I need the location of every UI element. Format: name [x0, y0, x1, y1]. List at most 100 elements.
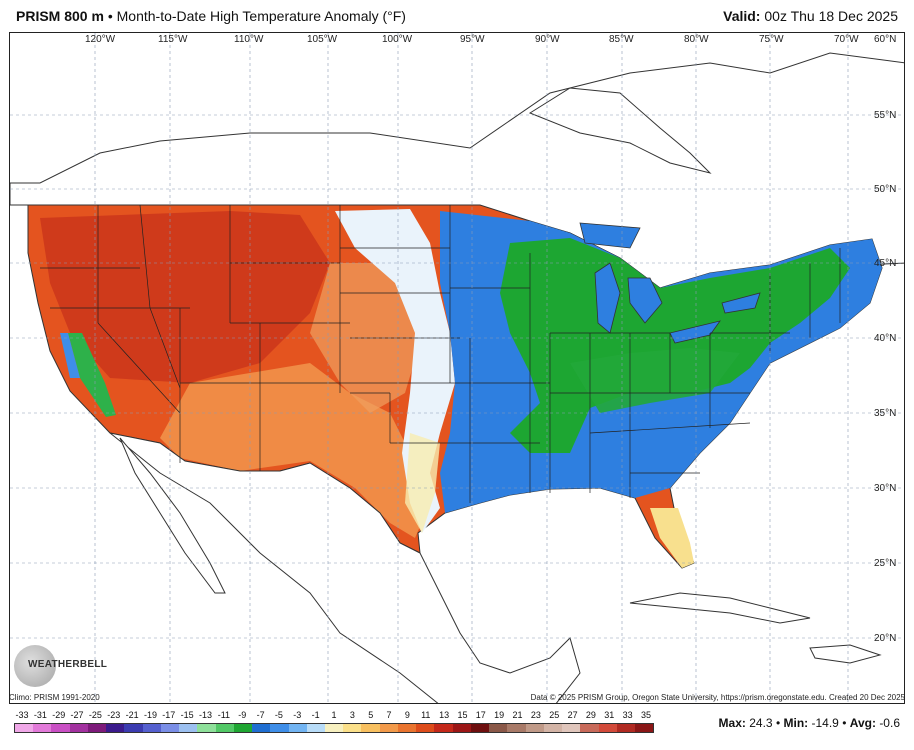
lat-label-35n: 35°N: [874, 408, 896, 419]
lat-label-55n: 55°N: [874, 110, 896, 121]
legend-swatch: [306, 724, 325, 732]
legend-swatch: [470, 724, 490, 732]
legend-swatch: [106, 724, 125, 732]
anomaly-map[interactable]: 120°W 115°W 110°W 105°W 100°W 95°W 90°W …: [10, 33, 905, 704]
legend-swatch: [634, 724, 654, 732]
legend-swatch: [252, 724, 271, 732]
legend-tick-label: -13: [199, 710, 213, 720]
legend-tick-label: -3: [293, 710, 302, 720]
legend-swatch: [51, 724, 70, 732]
legend-swatch: [15, 724, 34, 732]
legend-tick-label: -21: [125, 710, 139, 720]
data-credit: Data © 2025 PRISM Group, Oregon State Un…: [530, 693, 905, 702]
legend-swatch: [507, 724, 526, 732]
map-panel[interactable]: 120°W 115°W 110°W 105°W 100°W 95°W 90°W …: [9, 32, 905, 704]
legend-tick-label: 1: [331, 710, 337, 720]
legend-swatch: [543, 724, 563, 732]
legend-tick-label: -19: [143, 710, 157, 720]
legend-swatch: [179, 724, 198, 732]
legend-tick-label: 13: [439, 710, 450, 720]
legend-swatch: [489, 724, 508, 732]
lon-label-80w: 80°W: [684, 34, 709, 45]
logo-text: WEATHERBELL: [28, 659, 108, 670]
lat-label-25n: 25°N: [874, 558, 896, 569]
lat-label-40n: 40°N: [874, 333, 896, 344]
legend-tick-label: -11: [217, 710, 231, 720]
lon-label-120w: 120°W: [85, 34, 116, 45]
legend-color-bar: [14, 723, 654, 733]
legend-swatch: [361, 724, 380, 732]
legend-swatch: [324, 724, 344, 732]
lon-label-85w: 85°W: [609, 34, 634, 45]
legend-swatch: [452, 724, 471, 732]
avg-label: Avg:: [849, 716, 876, 730]
lon-label-75w: 75°W: [759, 34, 784, 45]
legend-swatch: [87, 724, 107, 732]
lon-label-90w: 90°W: [535, 34, 560, 45]
weatherbell-logo: WEATHERBELL: [14, 645, 107, 689]
lat-label-45n: 45°N: [874, 258, 896, 269]
legend-tick-label: -1: [311, 710, 320, 720]
legend-tick-label: 33: [622, 710, 633, 720]
lat-label-30n: 30°N: [874, 483, 896, 494]
stats-sep-2: •: [842, 716, 847, 730]
climo-credit: Climo: PRISM 1991-2020: [9, 693, 100, 702]
avg-value: -0.6: [879, 716, 900, 730]
valid-time: 00z Thu 18 Dec 2025: [764, 8, 898, 24]
lon-label-115w: 115°W: [158, 34, 188, 45]
lat-label-20n: 20°N: [874, 633, 896, 644]
stats-sep-1: •: [775, 716, 781, 730]
map-header: PRISM 800 m • Month-to-Date High Tempera…: [0, 0, 914, 32]
legend-tick-label: -23: [107, 710, 121, 720]
legend-tick-label: 27: [567, 710, 578, 720]
legend-tick-label: -27: [70, 710, 84, 720]
min-label: Min:: [783, 716, 809, 730]
max-value: 24.3: [749, 716, 773, 730]
valid-label: Valid:: [723, 8, 761, 24]
legend-swatch: [124, 724, 143, 732]
lon-label-70w: 70°W: [834, 34, 859, 45]
legend-swatch: [525, 724, 544, 732]
title-group: PRISM 800 m • Month-to-Date High Tempera…: [16, 8, 406, 24]
legend-tick-label: 23: [530, 710, 541, 720]
legend-tick-label: -29: [52, 710, 66, 720]
title-separator: •: [107, 8, 113, 24]
legend-swatch: [343, 724, 362, 732]
legend-tick-label: 5: [368, 710, 374, 720]
product-name: PRISM 800 m: [16, 8, 104, 24]
lon-label-95w: 95°W: [460, 34, 485, 45]
legend-tick-labels: -33 -31 -29 -27 -25 -23 -21 -19 -17 -15 -13 -11 -9 -7…: [14, 710, 654, 722]
lat-label-60n: 60°N: [874, 34, 896, 45]
legend-swatch: [598, 724, 617, 732]
lon-label-105w: 105°W: [307, 34, 338, 45]
legend-swatch: [270, 724, 289, 732]
legend-swatch: [69, 724, 88, 732]
legend-swatch: [616, 724, 635, 732]
legend-tick-label: -5: [274, 710, 283, 720]
legend-tick-label: -15: [180, 710, 194, 720]
lon-label-110w: 110°W: [234, 34, 264, 45]
legend-tick-label: 17: [475, 710, 486, 720]
legend-swatch: [580, 724, 599, 732]
legend-tick-label: -9: [238, 710, 247, 720]
legend-swatch: [379, 724, 398, 732]
legend-tick-label: 11: [421, 710, 431, 720]
legend-swatch: [233, 724, 253, 732]
logo-globe-icon: [14, 645, 56, 687]
legend-swatch: [197, 724, 216, 732]
legend-swatch: [434, 724, 453, 732]
min-value: -14.9: [811, 716, 839, 730]
legend-tick-label: -17: [162, 710, 176, 720]
legend-swatch: [397, 724, 417, 732]
map-title: Month-to-Date High Temperature Anomaly (…: [116, 8, 406, 24]
legend-tick-label: 19: [494, 710, 505, 720]
legend-tick-label: 31: [604, 710, 615, 720]
valid-group: Valid: 00z Thu 18 Dec 2025: [723, 8, 898, 24]
legend-tick-label: -31: [33, 710, 47, 720]
lat-label-50n: 50°N: [874, 184, 896, 195]
legend-tick-label: 25: [549, 710, 560, 720]
legend-tick-label: 15: [457, 710, 468, 720]
lon-label-100w: 100°W: [382, 34, 413, 45]
legend-swatch: [160, 724, 180, 732]
legend-tick-label: 9: [404, 710, 410, 720]
